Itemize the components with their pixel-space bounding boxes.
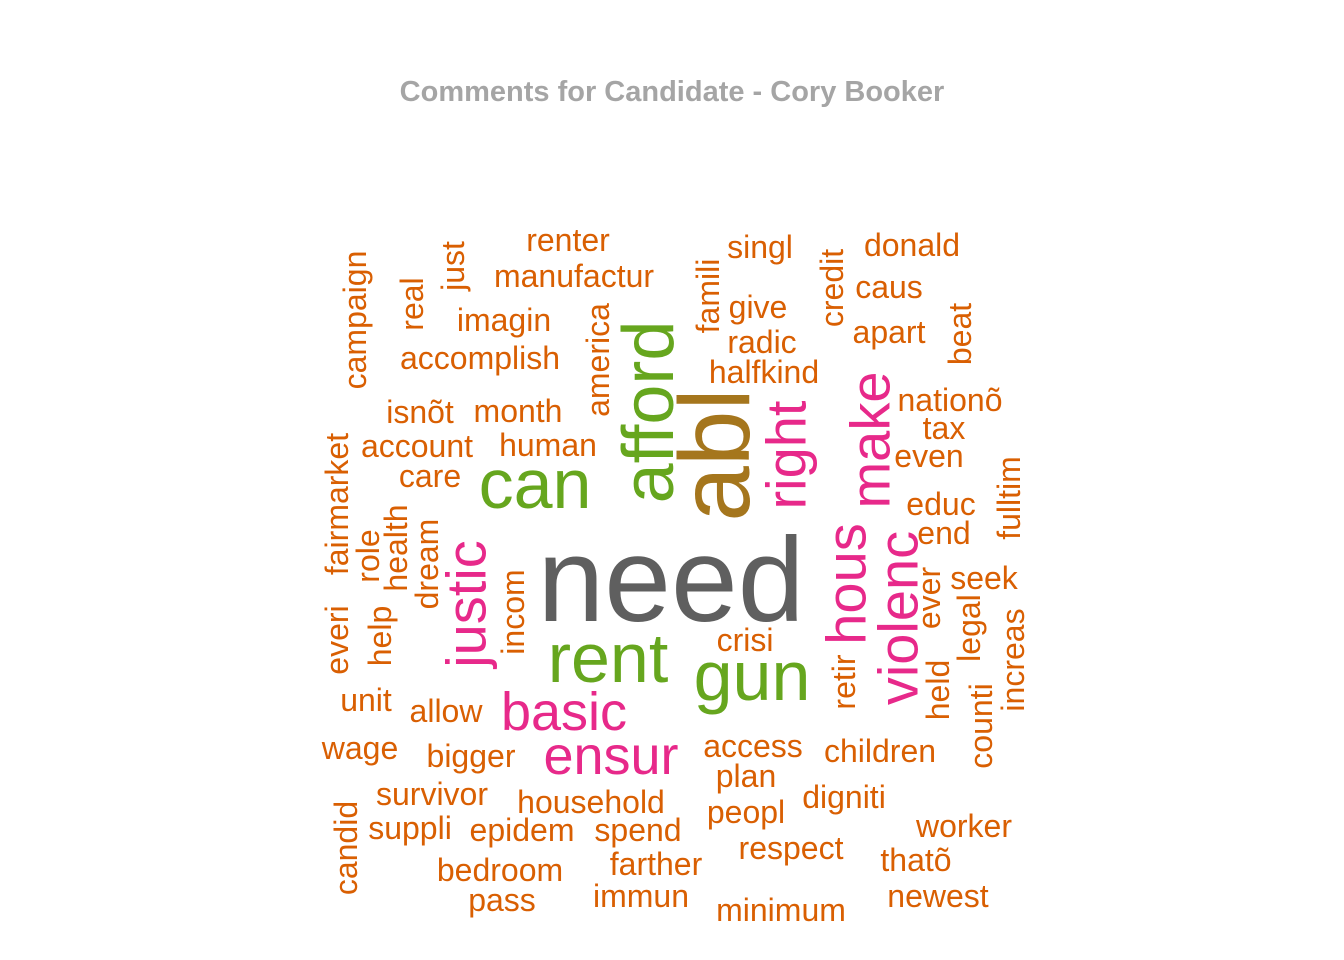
word-end: end [917,515,970,551]
word-crisi: crisi [717,622,774,658]
word-care: care [399,458,461,494]
word-fairmarket: fairmarket [319,433,355,575]
word-role: role [350,529,386,582]
word-immun: immun [593,878,689,914]
word-household: household [517,784,665,820]
word-health: health [378,504,414,591]
word-imagin: imagin [457,302,551,338]
word-accomplish: accomplish [400,340,560,376]
word-justic: justic [435,540,498,670]
word-seek: seek [950,560,1019,596]
word-famili: famili [690,259,726,334]
word-need: need [538,513,805,647]
word-hous: hous [815,523,878,644]
word-incom: incom [495,569,531,654]
word-human: human [499,427,597,463]
word-rent: rent [548,619,669,697]
word-can: can [479,445,592,523]
word-children: children [824,733,936,769]
word-spend: spend [594,812,681,848]
word-held: held [920,660,956,721]
word-retir: retir [826,654,862,709]
word-plan: plan [716,758,777,794]
word-ensur: ensur [543,726,678,786]
word-survivor: survivor [376,776,488,812]
word-isnõt: isnõt [386,394,454,430]
word-wage: wage [321,730,399,766]
word-educ: educ [906,486,975,522]
word-caus: caus [855,269,923,305]
word-campaign: campaign [337,251,373,390]
word-farther: farther [610,846,703,882]
word-respect: respect [739,830,844,866]
word-bigger: bigger [427,738,516,774]
word-apart: apart [853,314,926,350]
word-basic: basic [501,682,627,742]
word-digniti: digniti [802,779,886,815]
word-afford: afford [609,321,689,504]
word-ever: ever [911,567,947,630]
word-increas: increas [995,608,1031,711]
word-legal: legal [951,594,987,662]
word-gun: gun [694,637,811,715]
word-pass: pass [468,882,536,918]
word-real: real [394,277,430,330]
chart-title: Comments for Candidate - Cory Booker [399,76,945,108]
word-fulltim: fulltim [991,456,1027,540]
word-even: even [894,438,963,474]
word-america: america [580,303,616,417]
word-candid: candid [328,801,364,895]
word-worker: worker [915,808,1012,844]
word-radic: radic [727,324,796,360]
word-peopl: peopl [707,794,785,830]
word-halfkind: halfkind [709,354,819,390]
word-account: account [361,428,473,464]
word-counti: counti [963,683,999,768]
word-donald: donald [864,227,960,263]
word-epidem: epidem [470,812,575,848]
word-unit: unit [340,682,392,718]
word-just: just [435,241,471,292]
word-renter: renter [526,222,610,258]
word-make: make [839,372,902,509]
word-everi: everi [319,605,355,674]
word-minimum: minimum [716,892,846,928]
word-violenc: violenc [867,531,930,705]
word-newest: newest [887,878,989,914]
word-suppli: suppli [368,810,452,846]
word-tax: tax [923,410,966,446]
word-bedroom: bedroom [437,852,563,888]
word-allow: allow [410,693,484,729]
word-month: month [474,393,563,429]
word-abl: abl [659,388,771,521]
word-right: right [755,400,818,509]
word-singl: singl [727,229,793,265]
word-give: give [729,289,788,325]
word-help: help [362,606,398,667]
word-access: access [703,728,803,764]
word-nationõ: nationõ [898,382,1003,418]
word-thatõ: thatõ [880,842,951,878]
word-manufactur: manufactur [494,258,654,294]
word-dream: dream [409,519,445,610]
word-credit: credit [814,249,850,327]
word-beat: beat [942,303,978,365]
